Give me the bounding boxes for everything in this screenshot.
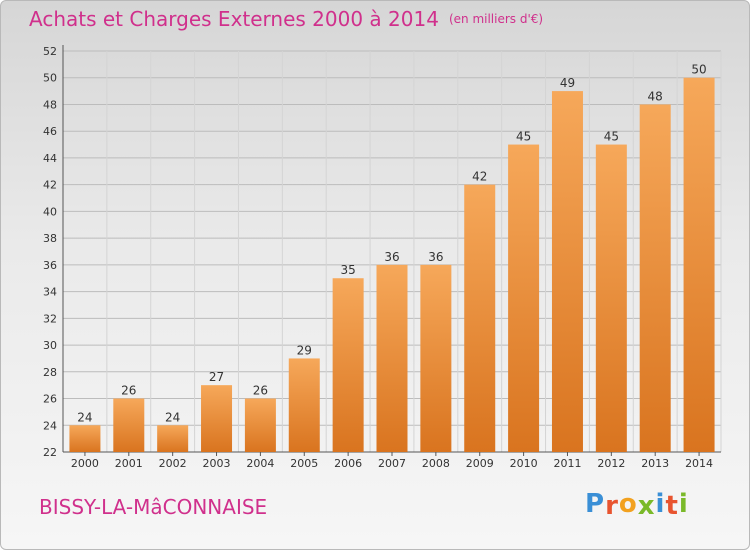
- chart-unit: (en milliers d'€): [448, 12, 544, 26]
- bar-2014: [683, 77, 715, 452]
- bars: [69, 77, 715, 453]
- y-tick-46: 46: [43, 125, 57, 138]
- x-tick-2001: 2001: [115, 457, 143, 470]
- x-tick-2012: 2012: [597, 457, 625, 470]
- x-tick-2010: 2010: [510, 457, 538, 470]
- x-tick-2004: 2004: [246, 457, 274, 470]
- y-tick-52: 52: [43, 45, 57, 58]
- x-tick-2009: 2009: [466, 457, 494, 470]
- data-label-2000: 24: [77, 410, 92, 424]
- y-tick-28: 28: [43, 366, 57, 379]
- data-label-2007: 36: [384, 250, 399, 264]
- bar-2000: [69, 425, 101, 452]
- y-tick-44: 44: [43, 152, 57, 165]
- y-tick-36: 36: [43, 259, 57, 272]
- y-tick-labels: 22 24 26 28 30 32 34 36 38 40 42 44 46 48 50 52: [43, 45, 57, 459]
- x-tick-2008: 2008: [422, 457, 450, 470]
- y-tick-26: 26: [43, 393, 57, 406]
- x-tick-2007: 2007: [378, 457, 406, 470]
- data-label-2013: 48: [648, 89, 663, 103]
- x-tick-2002: 2002: [159, 457, 187, 470]
- bar-2008: [420, 264, 452, 452]
- data-label-2010: 45: [516, 130, 531, 144]
- data-label-2005: 29: [297, 343, 312, 357]
- bar-2003: [201, 385, 233, 452]
- bar-2001: [113, 398, 145, 452]
- bar-2013: [639, 104, 671, 452]
- logo-letter: i: [678, 489, 689, 519]
- x-tick-2003: 2003: [203, 457, 231, 470]
- bar-2006: [332, 278, 364, 452]
- data-label-2014: 50: [691, 63, 706, 77]
- bar-2012: [595, 144, 627, 453]
- y-tick-32: 32: [43, 312, 57, 325]
- x-tick-labels: 2000 2001 2002 2003 2004 2005 2006 2007 2008 2009…: [71, 452, 713, 470]
- data-label-2003: 27: [209, 370, 224, 384]
- bar-2002: [157, 425, 189, 452]
- chart-title: Achats et Charges Externes 2000 à 2014 (e…: [29, 7, 543, 31]
- y-tick-22: 22: [43, 446, 57, 459]
- data-label-2009: 42: [472, 170, 487, 184]
- logo-letter: r: [605, 491, 619, 521]
- x-tick-2000: 2000: [71, 457, 99, 470]
- y-tick-40: 40: [43, 205, 57, 218]
- logo-letter: t: [665, 491, 679, 521]
- bar-2009: [464, 184, 496, 452]
- x-tick-2006: 2006: [334, 457, 362, 470]
- data-label-2002: 24: [165, 410, 180, 424]
- y-tick-50: 50: [43, 72, 57, 85]
- y-tick-24: 24: [43, 419, 57, 432]
- y-tick-38: 38: [43, 232, 57, 245]
- logo-letter: x: [637, 491, 656, 521]
- data-label-2006: 35: [340, 263, 355, 277]
- data-label-2008: 36: [428, 250, 443, 264]
- y-tick-30: 30: [43, 339, 57, 352]
- x-tick-2013: 2013: [641, 457, 669, 470]
- bar-2004: [244, 398, 276, 452]
- bar-2005: [288, 358, 320, 452]
- x-tick-2005: 2005: [290, 457, 318, 470]
- x-tick-2011: 2011: [553, 457, 581, 470]
- x-tick-2014: 2014: [685, 457, 713, 470]
- commune-name: BISSY-LA-MâCONNAISE: [39, 495, 268, 519]
- data-labels: 24 26 24 27 26 29 35 36 36 42 45 49 45 48 50: [77, 63, 706, 425]
- proxiti-logo[interactable]: Proxiti: [585, 489, 689, 521]
- bar-2011: [551, 91, 583, 452]
- logo-letter: o: [618, 489, 638, 519]
- logo-letter: P: [585, 489, 606, 519]
- bar-2010: [508, 144, 540, 453]
- bar-2007: [376, 264, 408, 452]
- data-label-2011: 49: [560, 76, 575, 90]
- data-label-2001: 26: [121, 384, 136, 398]
- logo-letter: i: [655, 489, 666, 519]
- data-label-2012: 45: [604, 130, 619, 144]
- y-tick-48: 48: [43, 98, 57, 111]
- data-label-2004: 26: [253, 384, 268, 398]
- y-tick-34: 34: [43, 286, 57, 299]
- y-tick-42: 42: [43, 179, 57, 192]
- chart-title-text: Achats et Charges Externes 2000 à 2014: [29, 7, 439, 31]
